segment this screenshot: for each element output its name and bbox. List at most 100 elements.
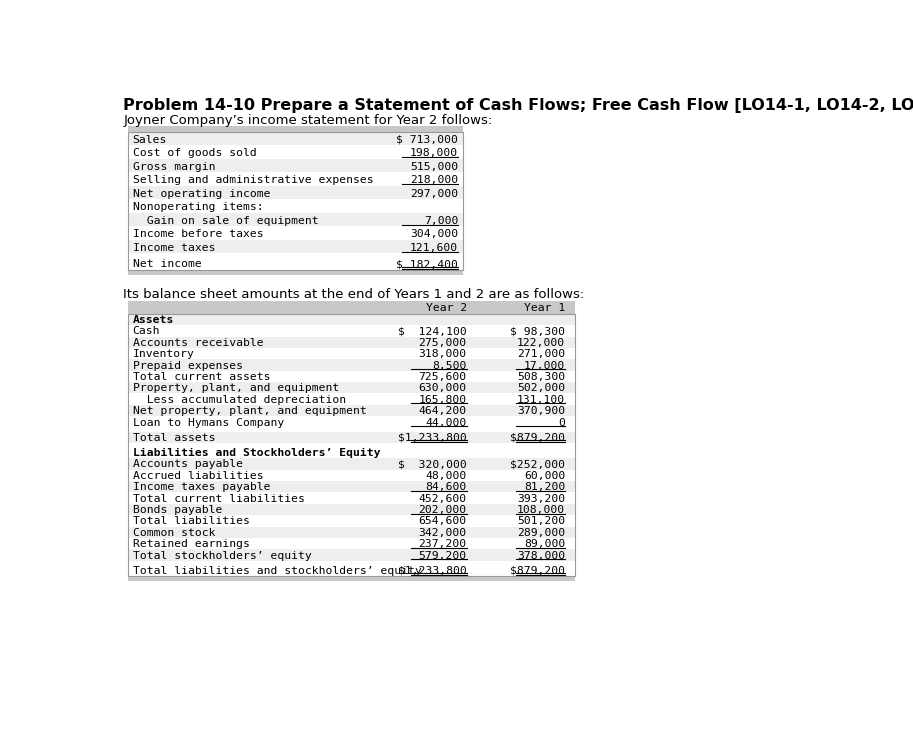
Text: 89,000: 89,000 (524, 539, 565, 549)
Bar (128, 125, 463, 132)
Text: $  124,100: $ 124,100 (398, 326, 467, 336)
Bar (128, 270, 463, 275)
Text: $879,200: $879,200 (510, 433, 565, 443)
Text: $1,233,800: $1,233,800 (398, 565, 467, 576)
Text: 0: 0 (559, 418, 565, 427)
Bar (128, 405, 575, 416)
Bar (128, 492, 575, 503)
Text: 81,200: 81,200 (524, 483, 565, 492)
Text: Assets: Assets (132, 315, 174, 325)
Text: Selling and administrative expenses: Selling and administrative expenses (132, 176, 373, 185)
Text: Nonoperating items:: Nonoperating items: (132, 202, 263, 212)
Bar (128, 538, 575, 549)
Text: Cost of goods sold: Cost of goods sold (132, 149, 257, 158)
Bar (128, 132, 463, 146)
Bar (128, 416, 575, 428)
Bar (128, 576, 575, 581)
Text: 654,600: 654,600 (419, 516, 467, 527)
Text: Accounts payable: Accounts payable (132, 459, 243, 469)
Text: Year 2: Year 2 (425, 303, 467, 312)
Text: 515,000: 515,000 (410, 162, 458, 172)
Bar (128, 481, 575, 492)
Text: Gain on sale of equipment: Gain on sale of equipment (132, 216, 319, 226)
Bar (128, 256, 463, 270)
Text: Income taxes payable: Income taxes payable (132, 483, 270, 492)
Text: Gross margin: Gross margin (132, 162, 215, 172)
Text: Total liabilities and stockholders’ equity: Total liabilities and stockholders’ equi… (132, 565, 422, 576)
Text: 60,000: 60,000 (524, 471, 565, 481)
Text: 8,500: 8,500 (433, 361, 467, 371)
Bar (128, 199, 463, 213)
Bar (128, 348, 575, 359)
Bar (128, 336, 575, 348)
Text: 131,100: 131,100 (517, 394, 565, 405)
Bar (128, 132, 463, 270)
Text: 297,000: 297,000 (410, 189, 458, 199)
Text: 501,200: 501,200 (517, 516, 565, 527)
Text: Total current assets: Total current assets (132, 372, 270, 382)
Text: 218,000: 218,000 (410, 176, 458, 185)
Text: $ 713,000: $ 713,000 (396, 134, 458, 145)
Text: 464,200: 464,200 (419, 406, 467, 416)
Text: 121,600: 121,600 (410, 243, 458, 252)
Text: 122,000: 122,000 (517, 338, 565, 348)
Text: Cash: Cash (132, 326, 160, 336)
Text: $1,233,800: $1,233,800 (398, 433, 467, 443)
Bar (128, 240, 463, 253)
Text: 378,000: 378,000 (517, 551, 565, 560)
Text: 370,900: 370,900 (517, 406, 565, 416)
Text: $  320,000: $ 320,000 (398, 459, 467, 469)
Text: Accrued liabilities: Accrued liabilities (132, 471, 263, 481)
Text: 318,000: 318,000 (419, 349, 467, 359)
Bar (128, 447, 575, 458)
Text: Net operating income: Net operating income (132, 189, 270, 199)
Text: 289,000: 289,000 (517, 528, 565, 538)
Text: Sales: Sales (132, 134, 167, 145)
Bar (128, 325, 575, 336)
Text: 237,200: 237,200 (419, 539, 467, 549)
Text: 630,000: 630,000 (419, 383, 467, 394)
Text: 304,000: 304,000 (410, 229, 458, 239)
Text: Income taxes: Income taxes (132, 243, 215, 252)
Bar (128, 394, 575, 405)
Text: 393,200: 393,200 (517, 494, 565, 503)
Text: 202,000: 202,000 (419, 505, 467, 515)
Text: Total liabilities: Total liabilities (132, 516, 249, 527)
Text: 108,000: 108,000 (517, 505, 565, 515)
Bar (128, 301, 575, 314)
Text: Net property, plant, and equipment: Net property, plant, and equipment (132, 406, 366, 416)
Text: 17,000: 17,000 (524, 361, 565, 371)
Text: Property, plant, and equipment: Property, plant, and equipment (132, 383, 339, 394)
Text: 7,000: 7,000 (424, 216, 458, 226)
Text: 48,000: 48,000 (425, 471, 467, 481)
Bar (128, 549, 575, 561)
Text: Common stock: Common stock (132, 528, 215, 538)
Text: Total assets: Total assets (132, 433, 215, 443)
Text: 271,000: 271,000 (517, 349, 565, 359)
Bar (128, 173, 463, 186)
Bar (128, 159, 463, 173)
Bar (128, 470, 575, 481)
Bar (128, 371, 575, 382)
Bar (128, 226, 463, 240)
Bar (128, 186, 463, 199)
Text: $879,200: $879,200 (510, 565, 565, 576)
Text: 342,000: 342,000 (419, 528, 467, 538)
Bar (128, 314, 575, 325)
Text: Accounts receivable: Accounts receivable (132, 338, 263, 348)
Bar (128, 432, 575, 443)
Bar (128, 314, 575, 576)
Text: Total stockholders’ equity: Total stockholders’ equity (132, 551, 311, 560)
Text: Loan to Hymans Company: Loan to Hymans Company (132, 418, 284, 427)
Text: $252,000: $252,000 (510, 459, 565, 469)
Bar (128, 503, 575, 515)
Text: Bonds payable: Bonds payable (132, 505, 222, 515)
Text: Total current liabilities: Total current liabilities (132, 494, 305, 503)
Text: Joyner Company’s income statement for Year 2 follows:: Joyner Company’s income statement for Ye… (123, 114, 493, 127)
Text: $ 182,400: $ 182,400 (396, 259, 458, 269)
Text: 452,600: 452,600 (419, 494, 467, 503)
Text: 725,600: 725,600 (419, 372, 467, 382)
Bar (128, 515, 575, 527)
Bar (128, 458, 575, 470)
Text: Its balance sheet amounts at the end of Years 1 and 2 are as follows:: Its balance sheet amounts at the end of … (123, 288, 584, 300)
